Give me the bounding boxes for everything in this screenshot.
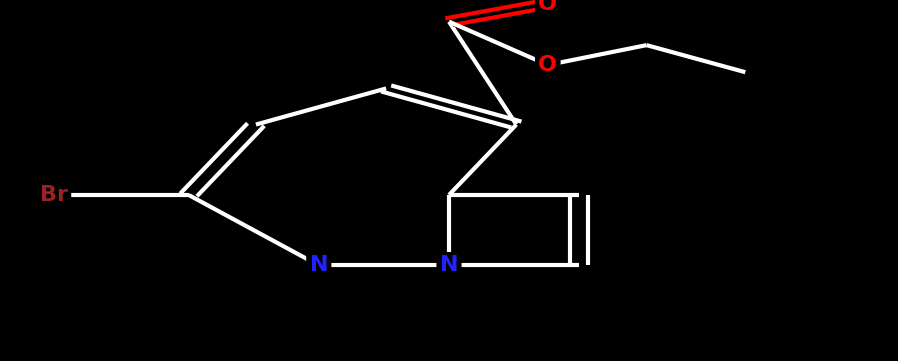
Text: N: N <box>310 255 328 275</box>
Text: Br: Br <box>40 185 68 205</box>
Text: N: N <box>440 255 458 275</box>
Text: O: O <box>538 0 558 14</box>
Text: O: O <box>538 55 558 75</box>
